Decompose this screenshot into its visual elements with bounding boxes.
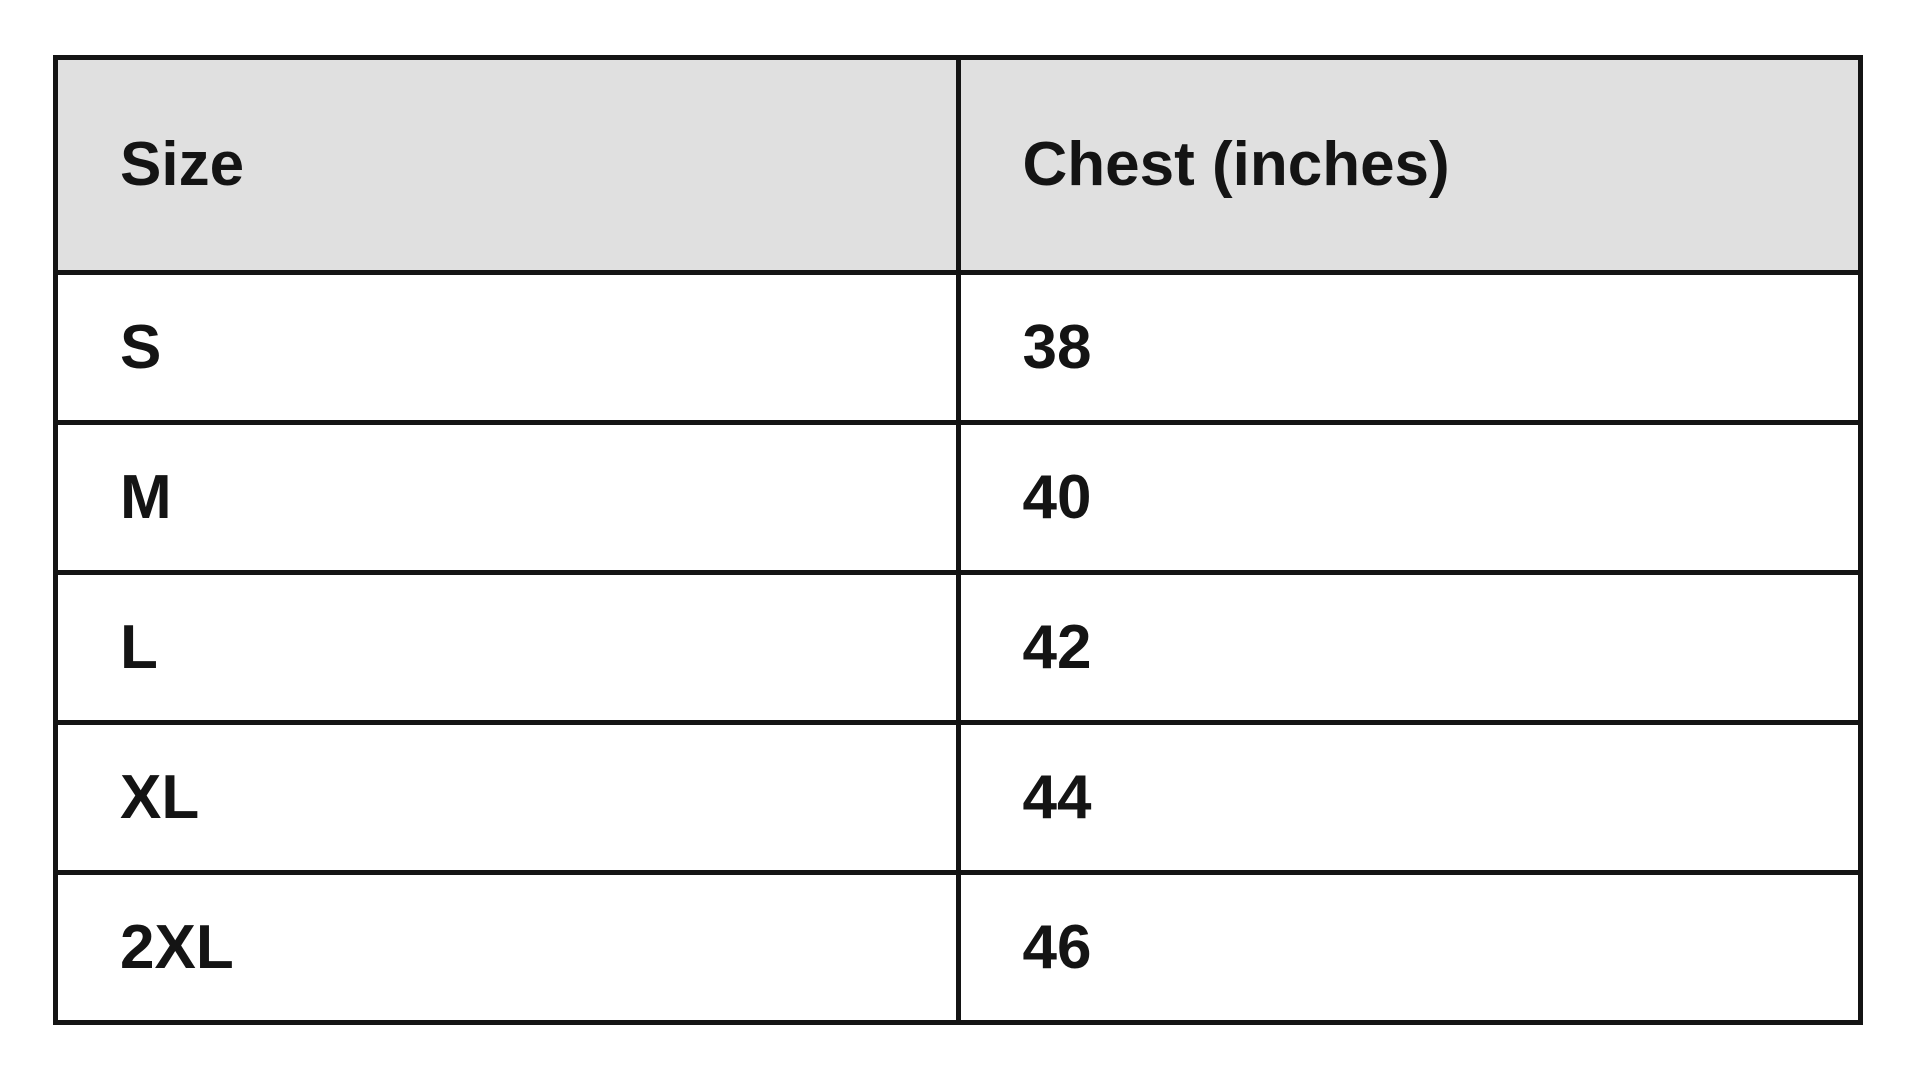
chest-cell: 46 bbox=[955, 870, 1863, 1025]
size-cell: S bbox=[53, 270, 961, 425]
chest-cell: 38 bbox=[955, 270, 1863, 425]
table-body: S 38 M 40 L 42 XL 44 2XL 46 bbox=[53, 270, 1863, 1025]
chest-cell: 40 bbox=[955, 420, 1863, 575]
size-cell: L bbox=[53, 570, 961, 725]
header-cell-chest: Chest (inches) bbox=[955, 55, 1863, 275]
table-row: XL 44 bbox=[53, 720, 1863, 875]
table-header: Size Chest (inches) bbox=[53, 55, 1863, 275]
table-row: 2XL 46 bbox=[53, 870, 1863, 1025]
size-chart-table: Size Chest (inches) S 38 M 40 L 42 XL 44… bbox=[53, 55, 1863, 1025]
table-row: S 38 bbox=[53, 270, 1863, 425]
size-cell: M bbox=[53, 420, 961, 575]
chest-cell: 44 bbox=[955, 720, 1863, 875]
table-row: M 40 bbox=[53, 420, 1863, 575]
size-cell: 2XL bbox=[53, 870, 961, 1025]
table-row: L 42 bbox=[53, 570, 1863, 725]
chest-cell: 42 bbox=[955, 570, 1863, 725]
header-cell-size: Size bbox=[53, 55, 961, 275]
header-row: Size Chest (inches) bbox=[53, 55, 1863, 275]
size-cell: XL bbox=[53, 720, 961, 875]
